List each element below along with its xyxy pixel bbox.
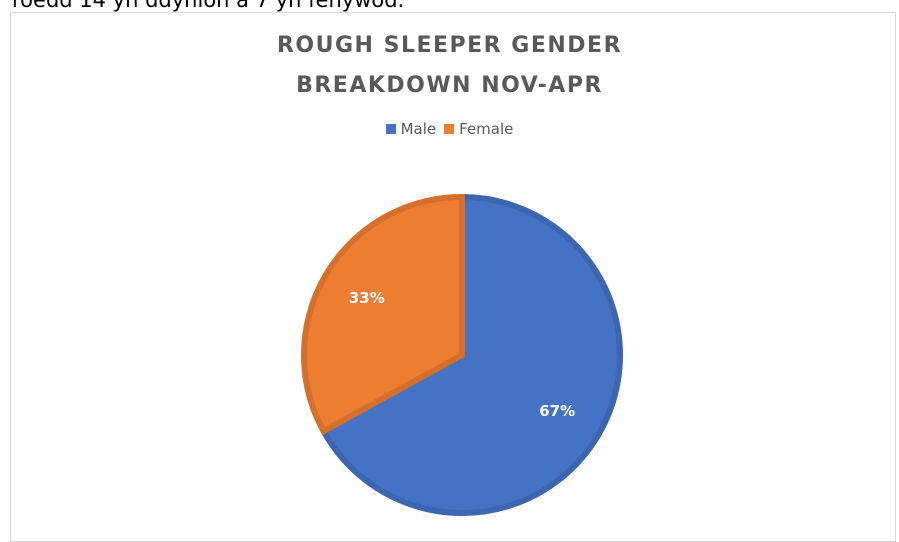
legend-swatch <box>385 124 396 134</box>
data-label: 67% <box>539 402 575 420</box>
legend-item: Female <box>444 120 513 138</box>
legend-swatch <box>444 124 455 134</box>
header-text: roedd 14 yn ddynion a 7 yn fenywod. <box>12 0 405 12</box>
pie-slice <box>319 193 623 516</box>
data-label: 33% <box>349 289 385 307</box>
legend-item: Male <box>385 120 437 138</box>
pie-slice <box>301 193 465 436</box>
legend: Male Female <box>0 120 899 138</box>
chart: 67% 33% <box>301 193 623 516</box>
chart-title: ROUGH SLEEPER GENDER BREAKDOWN NOV-APR <box>276 33 623 98</box>
legend-label: Female <box>459 120 514 138</box>
legend-label: Male <box>400 120 437 138</box>
